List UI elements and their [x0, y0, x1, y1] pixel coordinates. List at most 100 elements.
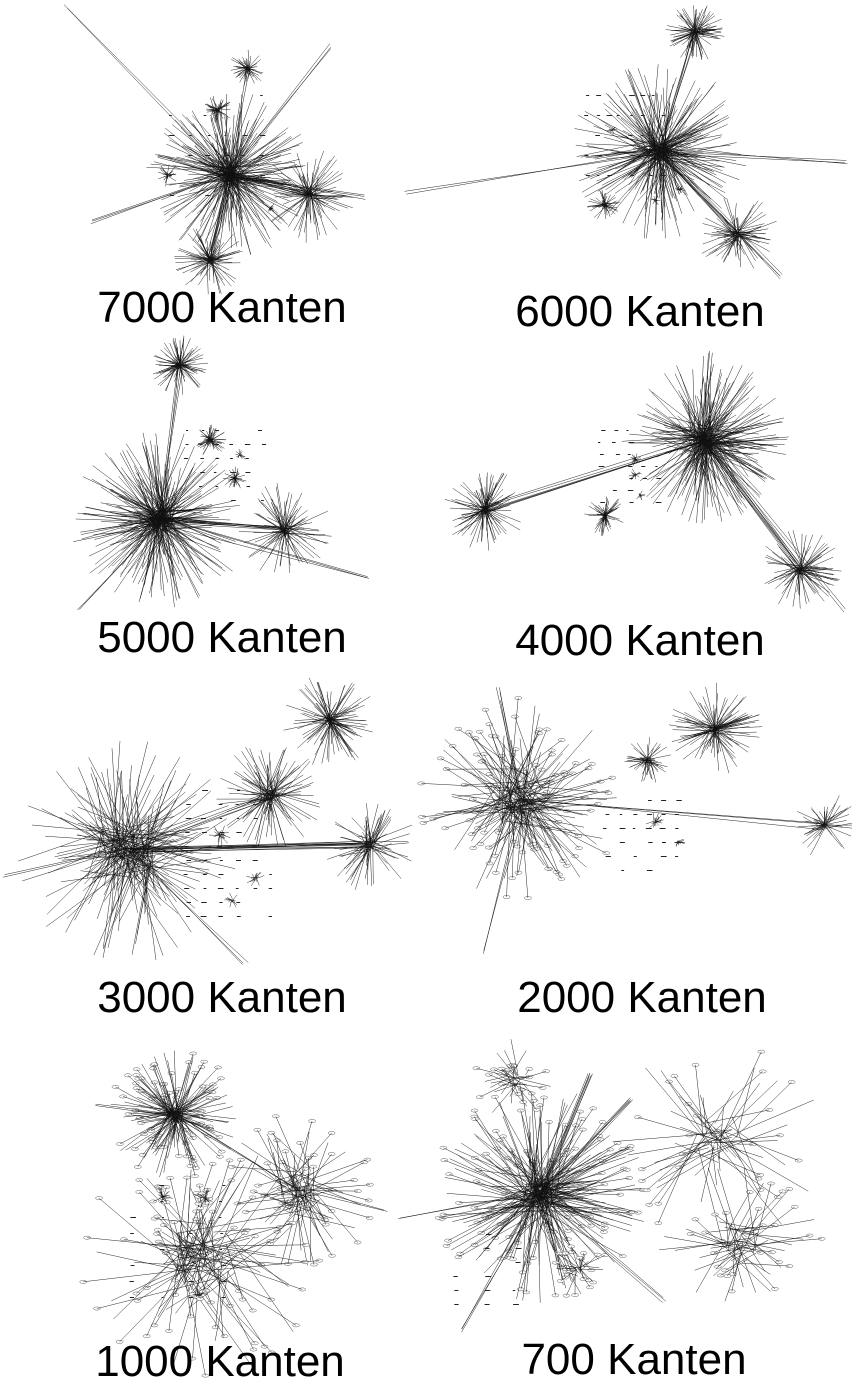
node [172, 1293, 179, 1296]
isolated-node [253, 804, 258, 805]
node [572, 762, 579, 765]
node [759, 1070, 766, 1073]
isolated-node [215, 458, 219, 459]
isolated-node [188, 155, 192, 156]
edges [613, 1052, 814, 1241]
isolated-node [600, 502, 605, 503]
isolated-node [647, 814, 652, 815]
node [788, 1080, 795, 1083]
isolated-node [660, 828, 666, 829]
isolated-node [205, 155, 210, 156]
isolated-node [254, 888, 258, 889]
isolated-node [675, 828, 678, 829]
node [249, 1309, 256, 1312]
isolated-node [453, 1276, 457, 1277]
isolated-node [184, 458, 188, 459]
isolated-node [188, 1281, 194, 1282]
node [779, 1190, 786, 1193]
page: {"panels": [ {"label": "7000 Kanten"}, {… [0, 0, 852, 1387]
isolated-node [513, 1304, 519, 1305]
isolated-node [620, 828, 626, 829]
panel-label: 6000 Kanten [515, 287, 765, 336]
edges [765, 530, 842, 608]
node [154, 1215, 161, 1218]
edges [235, 449, 245, 459]
isolated-node [130, 1217, 136, 1218]
isolated-node [269, 804, 273, 805]
isolated-node [252, 846, 257, 847]
isolated-node [616, 454, 620, 455]
isolated-node [253, 860, 258, 861]
isolated-node [661, 856, 667, 857]
panel-label: 4000 Kanten [515, 616, 765, 665]
node [215, 1066, 222, 1069]
isolated-node [485, 1304, 490, 1305]
network-graphs [3, 5, 852, 1378]
isolated-node [486, 1234, 492, 1235]
isolated-node [217, 846, 222, 847]
node [500, 1135, 507, 1138]
isolated-node [630, 478, 633, 479]
panel-label: 7000 Kanten [97, 283, 347, 332]
node [597, 1138, 604, 1141]
node [446, 1173, 453, 1176]
isolated-node [214, 472, 216, 473]
isolated-node [675, 856, 678, 857]
isolated-node [201, 818, 206, 819]
isolated-node [648, 800, 652, 801]
isolated-node [270, 846, 273, 847]
isolated-node [650, 175, 653, 176]
node [218, 1150, 225, 1153]
isolated-node [586, 95, 589, 96]
node [482, 708, 489, 711]
node [575, 835, 582, 838]
isolated-node [200, 458, 204, 459]
isolated-node [204, 888, 207, 889]
node [577, 1110, 584, 1113]
isolated-node [186, 818, 192, 819]
panel-label: 2000 Kanten [517, 973, 767, 1022]
edges [158, 517, 287, 530]
isolated-node [162, 1217, 164, 1218]
node [241, 1231, 248, 1234]
node [183, 1155, 190, 1158]
edges [669, 683, 762, 774]
isolated-node [220, 832, 224, 833]
isolated-node [241, 175, 245, 176]
isolated-node [208, 135, 211, 136]
node [311, 1263, 318, 1266]
edges [209, 826, 230, 846]
edges [73, 433, 240, 607]
edges [646, 813, 664, 829]
isolated-node [236, 832, 241, 833]
isolated-node [202, 430, 204, 431]
isolated-node [607, 175, 612, 176]
edges [421, 698, 616, 898]
edges [519, 798, 827, 829]
node [558, 738, 565, 741]
edges [539, 1073, 593, 1198]
isolated-node [269, 916, 272, 917]
isolated-node [633, 828, 635, 829]
isolated-node [186, 430, 188, 431]
node [473, 1067, 480, 1070]
isolated-node [229, 444, 233, 445]
isolated-node [675, 842, 681, 843]
isolated-node [160, 1249, 165, 1250]
isolated-node [243, 135, 248, 136]
isolated-node [231, 500, 236, 501]
isolated-node [191, 1265, 194, 1266]
isolated-node [130, 1233, 134, 1234]
node [322, 1223, 329, 1226]
isolated-node [216, 486, 219, 487]
isolated-node [189, 135, 192, 136]
node [498, 1067, 505, 1070]
isolated-node [236, 888, 239, 889]
node [120, 1238, 127, 1241]
edges [704, 439, 846, 612]
isolated-node [597, 115, 600, 116]
edges [659, 1168, 822, 1301]
isolated-node [236, 902, 240, 903]
node [328, 1132, 335, 1135]
isolated-node [162, 1297, 164, 1298]
